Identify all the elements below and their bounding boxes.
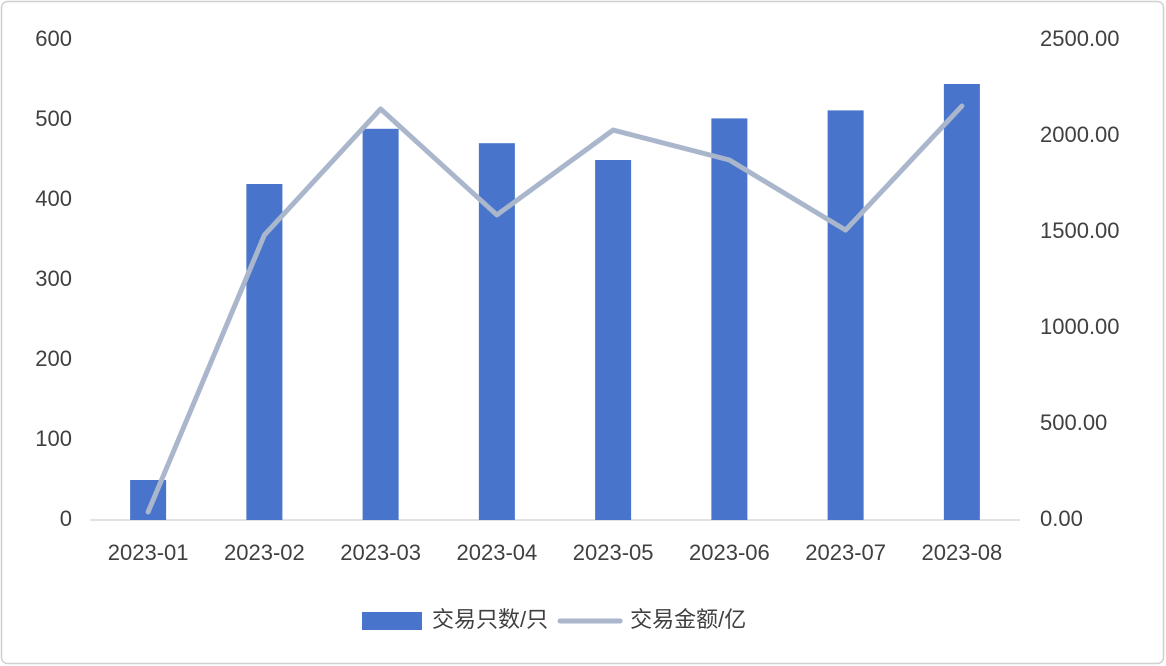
- y-tick-label: 500: [35, 106, 72, 131]
- bar: [943, 84, 980, 520]
- bar: [827, 110, 864, 521]
- bar: [711, 118, 748, 521]
- x-tick-label: 2023-01: [108, 540, 189, 565]
- line: [145, 103, 965, 515]
- y2-tick-label: 1000.00: [1040, 314, 1120, 339]
- x-tick-label: 2023-08: [922, 540, 1003, 565]
- x-tick-label: 2023-04: [457, 540, 538, 565]
- bar: [478, 143, 515, 520]
- y-tick-label: 100: [35, 426, 72, 451]
- y2-tick-label: 1500.00: [1040, 218, 1120, 243]
- y2-tick-label: 2500.00: [1040, 26, 1120, 51]
- legend-label: 交易只数/只: [432, 607, 548, 632]
- bar: [362, 128, 399, 521]
- y2-tick-label: 0.00: [1040, 506, 1083, 531]
- bar: [595, 160, 632, 520]
- y-tick-label: 300: [35, 266, 72, 291]
- y-tick-label: 600: [35, 26, 72, 51]
- y-tick-label: 400: [35, 186, 72, 211]
- y-tick-label: 200: [35, 346, 72, 371]
- x-tick-label: 2023-03: [340, 540, 421, 565]
- y-tick-label: 0: [60, 506, 72, 531]
- y2-tick-label: 500.00: [1040, 410, 1107, 435]
- legend-swatch: [362, 612, 422, 630]
- y2-tick-label: 2000.00: [1040, 122, 1120, 147]
- x-tick-label: 2023-02: [224, 540, 305, 565]
- x-tick-label: 2023-07: [805, 540, 886, 565]
- x-tick-label: 2023-06: [689, 540, 770, 565]
- x-tick-label: 2023-05: [573, 540, 654, 565]
- legend-label: 交易金额/亿: [630, 607, 746, 632]
